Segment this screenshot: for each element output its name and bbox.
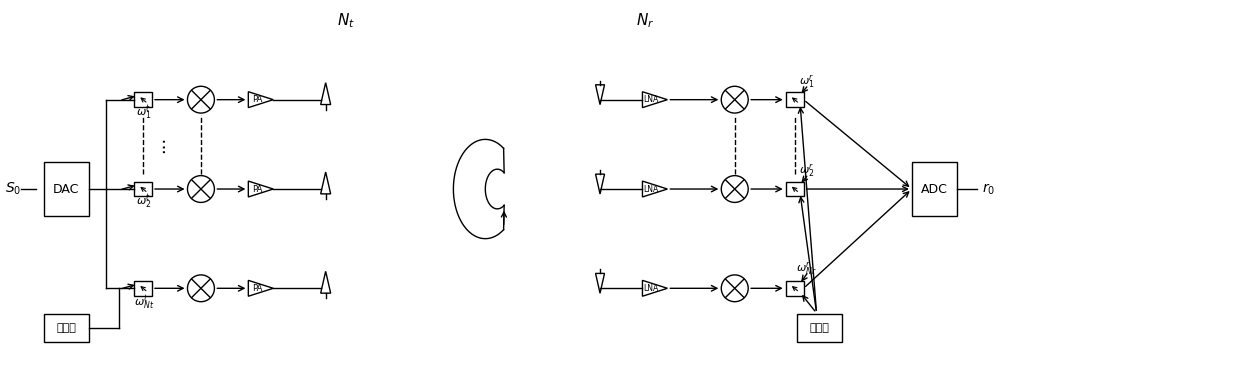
Text: $\omega_2^t$: $\omega_2^t$ [136,193,151,211]
Bar [786,92,804,107]
Text: LNA: LNA [644,95,658,104]
Text: LNA: LNA [644,185,658,194]
Text: $r_0$: $r_0$ [982,181,996,197]
Text: ...: ... [150,136,169,153]
Text: $N_t$: $N_t$ [337,11,355,30]
Text: PA: PA [252,95,262,104]
Text: 移相器: 移相器 [56,323,76,333]
Bar [43,162,89,216]
Text: $S_0$: $S_0$ [5,181,21,197]
Text: $N_r$: $N_r$ [636,11,655,30]
Text: $\omega_{Nr}^r$: $\omega_{Nr}^r$ [796,260,817,276]
Bar [134,182,153,197]
Bar [134,92,153,107]
Text: DAC: DAC [53,182,79,195]
Bar [43,314,89,342]
Bar [797,314,842,342]
Text: LNA: LNA [644,284,658,293]
Text: $\omega_{Nt}^t$: $\omega_{Nt}^t$ [134,294,154,313]
Text: 移相器: 移相器 [810,323,830,333]
Text: ADC: ADC [921,182,947,195]
Text: $\omega_1^r$: $\omega_1^r$ [799,74,815,90]
Bar [786,281,804,296]
Text: $\omega_2^r$: $\omega_2^r$ [799,163,815,179]
Bar [134,281,153,296]
Bar [786,182,804,197]
Text: PA: PA [252,185,262,194]
Text: $\omega_1^t$: $\omega_1^t$ [136,103,151,122]
Bar [911,162,957,216]
Text: PA: PA [252,284,262,293]
